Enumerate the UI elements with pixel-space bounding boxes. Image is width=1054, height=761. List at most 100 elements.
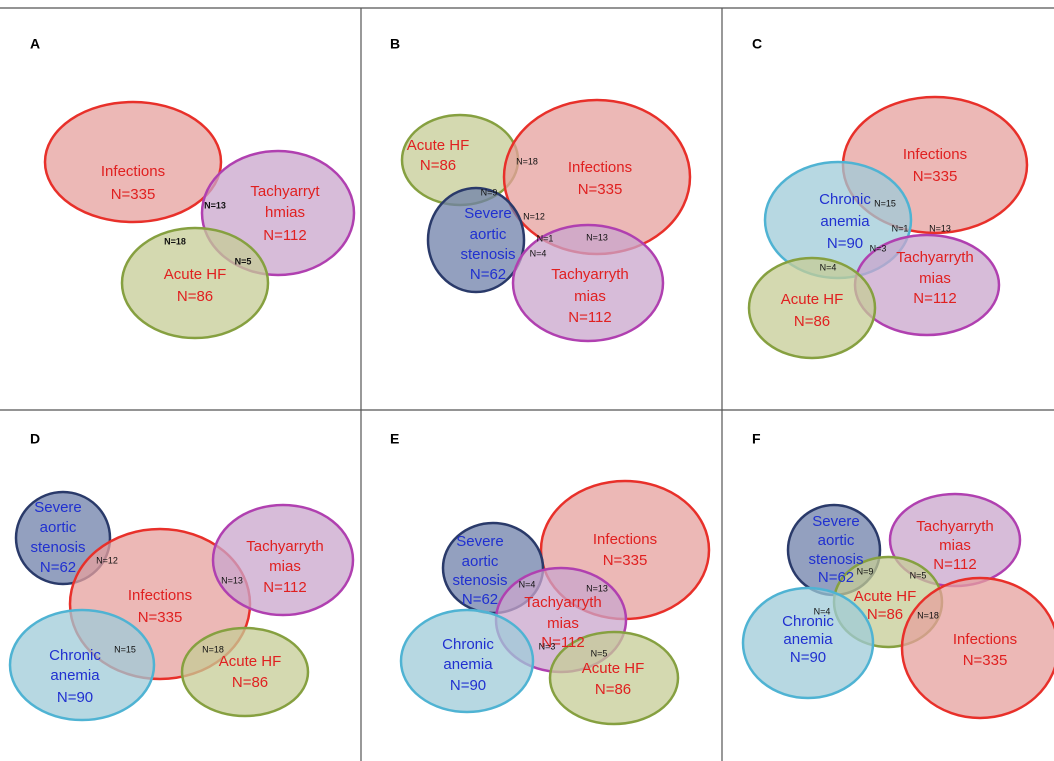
- overlap-count: N=18: [516, 156, 538, 166]
- panel-label: A: [30, 36, 40, 52]
- set-ellipse: [120, 226, 270, 340]
- set-ellipse: [8, 608, 156, 722]
- set-label: Tachyarryth: [896, 249, 974, 266]
- set-label: stenosis: [808, 551, 863, 568]
- set-label: N=335: [603, 552, 648, 569]
- set-label: anemia: [820, 213, 870, 230]
- overlap-count: N=18: [917, 610, 939, 620]
- set-label: anemia: [443, 656, 493, 673]
- overlap-count: N=5: [591, 648, 608, 658]
- set-label: Infections: [593, 531, 657, 548]
- set-label: Acute HF: [219, 653, 282, 670]
- overlap-count: N=18: [202, 644, 224, 654]
- set-label: N=62: [462, 591, 498, 608]
- set-label: N=86: [420, 157, 456, 174]
- set-label: stenosis: [30, 539, 85, 556]
- set-label: N=86: [232, 674, 268, 691]
- set-ellipse: [900, 576, 1054, 720]
- overlap-count: N=4: [530, 248, 547, 258]
- overlap-count: N=4: [814, 606, 831, 616]
- set-label: N=90: [57, 689, 93, 706]
- set-ellipse: [741, 586, 875, 700]
- set-label: Acute HF: [164, 266, 227, 283]
- overlap-count: N=13: [586, 232, 608, 242]
- overlap-count: N=13: [204, 200, 226, 210]
- set-label: stenosis: [452, 572, 507, 589]
- set-label: N=112: [568, 309, 612, 326]
- set-label: Infections: [903, 146, 967, 163]
- set-label: Severe: [812, 513, 860, 530]
- set-label: Chronic: [782, 613, 834, 630]
- set-label: anemia: [783, 631, 833, 648]
- panel-label: B: [390, 36, 400, 52]
- overlap-count: N=9: [857, 566, 874, 576]
- panel-label: D: [30, 431, 40, 447]
- overlap-count: N=13: [929, 223, 951, 233]
- overlap-count: N=15: [114, 644, 136, 654]
- set-label: N=335: [111, 186, 156, 203]
- set-label: mias: [547, 615, 579, 632]
- set-label: N=112: [933, 556, 977, 573]
- set-label: Tachyarryt: [250, 183, 320, 200]
- set-label: anemia: [50, 667, 100, 684]
- overlap-count: N=4: [820, 262, 837, 272]
- set-label: Infections: [953, 631, 1017, 648]
- set-label: Chronic: [819, 191, 871, 208]
- set-label: Chronic: [442, 636, 494, 653]
- set-label: mias: [574, 288, 606, 305]
- overlap-count: N=3: [539, 641, 556, 651]
- set-label: N=112: [263, 579, 307, 596]
- panel-label: F: [752, 431, 761, 447]
- set-label: N=62: [40, 559, 76, 576]
- set-ellipse: [43, 100, 223, 224]
- set-label: Severe: [456, 533, 504, 550]
- set-label: N=86: [867, 606, 903, 623]
- set-label: N=335: [138, 609, 183, 626]
- set-label: Tachyarryth: [551, 266, 629, 283]
- set-label: aortic: [818, 532, 855, 549]
- overlap-count: N=13: [221, 575, 243, 585]
- set-label: Infections: [101, 163, 165, 180]
- set-label: N=62: [470, 266, 506, 283]
- set-label: N=335: [913, 168, 958, 185]
- set-ellipse: [426, 186, 526, 294]
- overlap-count: N=5: [910, 570, 927, 580]
- overlap-count: N=1: [537, 233, 554, 243]
- set-label: N=86: [177, 288, 213, 305]
- set-ellipse: [211, 503, 355, 617]
- set-label: Chronic: [49, 647, 101, 664]
- set-label: Infections: [128, 587, 192, 604]
- set-label: mias: [269, 558, 301, 575]
- set-label: N=335: [963, 652, 1008, 669]
- overlap-count: N=18: [164, 236, 186, 246]
- set-label: Infections: [568, 159, 632, 176]
- overlap-count: N=9: [481, 187, 498, 197]
- set-label: Acute HF: [854, 588, 917, 605]
- set-label: N=90: [790, 649, 826, 666]
- overlap-count: N=3: [870, 243, 887, 253]
- set-label: aortic: [40, 519, 77, 536]
- set-ellipse: [511, 223, 665, 343]
- set-label: N=86: [595, 681, 631, 698]
- set-ellipse: [548, 630, 680, 726]
- set-label: N=90: [827, 235, 863, 252]
- set-label: N=86: [794, 313, 830, 330]
- set-label: mias: [939, 537, 971, 554]
- set-label: Tachyarryth: [916, 518, 994, 535]
- set-label: Acute HF: [407, 137, 470, 154]
- set-label: aortic: [470, 226, 507, 243]
- set-label: Severe: [34, 499, 82, 516]
- overlap-count: N=15: [874, 198, 896, 208]
- overlap-count: N=1: [892, 223, 909, 233]
- set-label: mias: [919, 270, 951, 287]
- panel-label: E: [390, 431, 399, 447]
- set-label: Severe: [464, 205, 512, 222]
- set-label: N=90: [450, 677, 486, 694]
- overlap-count: N=12: [523, 211, 545, 221]
- set-label: Tachyarryth: [246, 538, 324, 555]
- set-label: Tachyarryth: [524, 594, 602, 611]
- set-ellipse: [747, 256, 877, 360]
- set-label: Acute HF: [582, 660, 645, 677]
- overlap-count: N=5: [235, 256, 252, 266]
